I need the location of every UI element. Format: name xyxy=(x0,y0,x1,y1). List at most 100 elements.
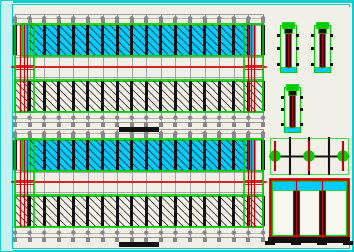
Circle shape xyxy=(43,132,46,135)
Bar xyxy=(119,127,159,132)
Bar xyxy=(59,25,73,55)
Bar xyxy=(115,18,119,23)
Bar xyxy=(232,140,235,170)
Circle shape xyxy=(189,231,192,234)
Bar xyxy=(103,81,117,111)
Bar xyxy=(57,237,61,242)
Bar xyxy=(270,138,348,174)
Bar xyxy=(316,22,328,28)
Bar xyxy=(15,24,34,112)
Circle shape xyxy=(57,132,60,135)
Bar xyxy=(232,237,236,242)
Bar xyxy=(285,33,291,67)
Bar xyxy=(247,81,250,111)
Bar xyxy=(145,81,148,111)
Circle shape xyxy=(189,116,192,119)
Circle shape xyxy=(101,231,104,234)
Bar xyxy=(44,81,59,111)
Bar xyxy=(144,122,148,127)
Bar xyxy=(13,237,17,242)
Bar xyxy=(232,133,236,138)
Bar xyxy=(15,14,263,122)
Bar xyxy=(188,133,192,138)
Bar xyxy=(72,25,75,55)
Bar xyxy=(268,237,350,243)
Bar xyxy=(57,196,60,226)
Bar xyxy=(101,81,104,111)
Bar xyxy=(343,241,353,245)
Bar xyxy=(310,47,314,50)
Bar xyxy=(86,81,90,111)
Bar xyxy=(145,140,148,170)
Bar xyxy=(86,237,90,242)
Bar xyxy=(188,122,192,127)
Bar xyxy=(15,129,263,237)
Circle shape xyxy=(145,231,148,234)
Bar xyxy=(101,122,104,127)
Bar xyxy=(173,237,177,242)
Bar xyxy=(203,81,206,111)
Bar xyxy=(301,108,303,111)
Circle shape xyxy=(130,116,133,119)
Bar xyxy=(282,22,294,28)
Bar xyxy=(86,196,90,226)
Bar xyxy=(145,196,148,226)
Circle shape xyxy=(72,231,75,234)
Bar xyxy=(144,18,148,23)
Bar xyxy=(246,237,250,242)
Circle shape xyxy=(232,17,235,20)
Circle shape xyxy=(101,132,104,135)
Bar xyxy=(190,25,205,55)
Bar xyxy=(116,196,119,226)
Bar xyxy=(244,139,263,227)
Bar xyxy=(310,34,314,37)
Bar xyxy=(44,25,59,55)
Bar xyxy=(57,25,60,55)
Circle shape xyxy=(72,132,75,135)
Bar xyxy=(22,140,256,170)
Bar xyxy=(232,18,236,23)
Bar xyxy=(268,7,350,242)
Bar xyxy=(130,81,133,111)
Bar xyxy=(246,133,250,138)
Bar xyxy=(28,81,31,111)
Bar xyxy=(314,67,330,72)
Bar xyxy=(281,108,284,111)
Bar xyxy=(173,18,177,23)
Circle shape xyxy=(57,17,60,20)
Bar xyxy=(202,122,207,127)
Bar xyxy=(59,81,73,111)
Bar xyxy=(72,122,75,127)
Bar xyxy=(130,25,133,55)
Circle shape xyxy=(247,116,250,119)
Bar xyxy=(159,18,163,23)
Bar xyxy=(234,25,249,55)
Bar xyxy=(146,25,161,55)
Circle shape xyxy=(232,116,235,119)
Bar xyxy=(205,196,219,226)
Bar xyxy=(86,140,90,170)
Bar xyxy=(276,63,280,66)
Bar xyxy=(116,140,119,170)
Circle shape xyxy=(189,132,192,135)
Bar xyxy=(249,81,263,111)
Circle shape xyxy=(232,132,235,135)
Bar xyxy=(115,237,119,242)
Bar xyxy=(161,25,176,55)
Bar xyxy=(174,196,177,226)
Bar xyxy=(144,237,148,242)
Bar xyxy=(13,140,17,170)
Circle shape xyxy=(86,116,90,119)
Bar xyxy=(219,25,234,55)
Bar xyxy=(42,237,46,242)
Bar xyxy=(190,196,205,226)
Bar xyxy=(202,237,207,242)
Circle shape xyxy=(159,231,162,234)
Bar xyxy=(261,140,265,170)
Bar xyxy=(330,63,333,66)
Bar xyxy=(234,140,249,170)
Bar xyxy=(72,196,75,226)
Circle shape xyxy=(247,132,250,135)
Bar xyxy=(261,133,265,138)
Bar xyxy=(190,81,205,111)
